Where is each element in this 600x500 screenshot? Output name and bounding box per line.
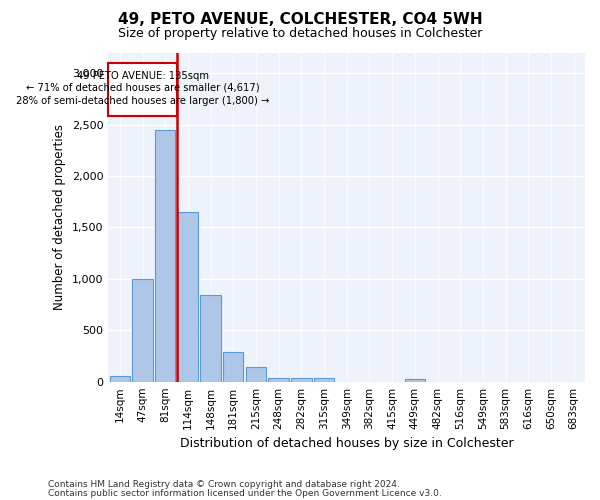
Bar bbox=[246, 368, 266, 382]
Bar bbox=[178, 212, 198, 382]
X-axis label: Distribution of detached houses by size in Colchester: Distribution of detached houses by size … bbox=[180, 437, 514, 450]
Bar bbox=[268, 378, 289, 382]
Text: Size of property relative to detached houses in Colchester: Size of property relative to detached ho… bbox=[118, 28, 482, 40]
Y-axis label: Number of detached properties: Number of detached properties bbox=[53, 124, 67, 310]
Text: Contains HM Land Registry data © Crown copyright and database right 2024.: Contains HM Land Registry data © Crown c… bbox=[48, 480, 400, 489]
Bar bbox=[132, 279, 153, 382]
Text: ← 71% of detached houses are smaller (4,617): ← 71% of detached houses are smaller (4,… bbox=[26, 83, 259, 93]
Bar bbox=[223, 352, 244, 382]
Bar bbox=[291, 378, 311, 382]
Text: 49, PETO AVENUE, COLCHESTER, CO4 5WH: 49, PETO AVENUE, COLCHESTER, CO4 5WH bbox=[118, 12, 482, 28]
Text: 49 PETO AVENUE: 135sqm: 49 PETO AVENUE: 135sqm bbox=[77, 71, 209, 81]
Bar bbox=[314, 378, 334, 382]
Text: 28% of semi-detached houses are larger (1,800) →: 28% of semi-detached houses are larger (… bbox=[16, 96, 269, 106]
FancyBboxPatch shape bbox=[109, 63, 176, 116]
Bar bbox=[404, 379, 425, 382]
Bar bbox=[155, 130, 175, 382]
Bar bbox=[200, 296, 221, 382]
Text: Contains public sector information licensed under the Open Government Licence v3: Contains public sector information licen… bbox=[48, 488, 442, 498]
Bar bbox=[110, 376, 130, 382]
